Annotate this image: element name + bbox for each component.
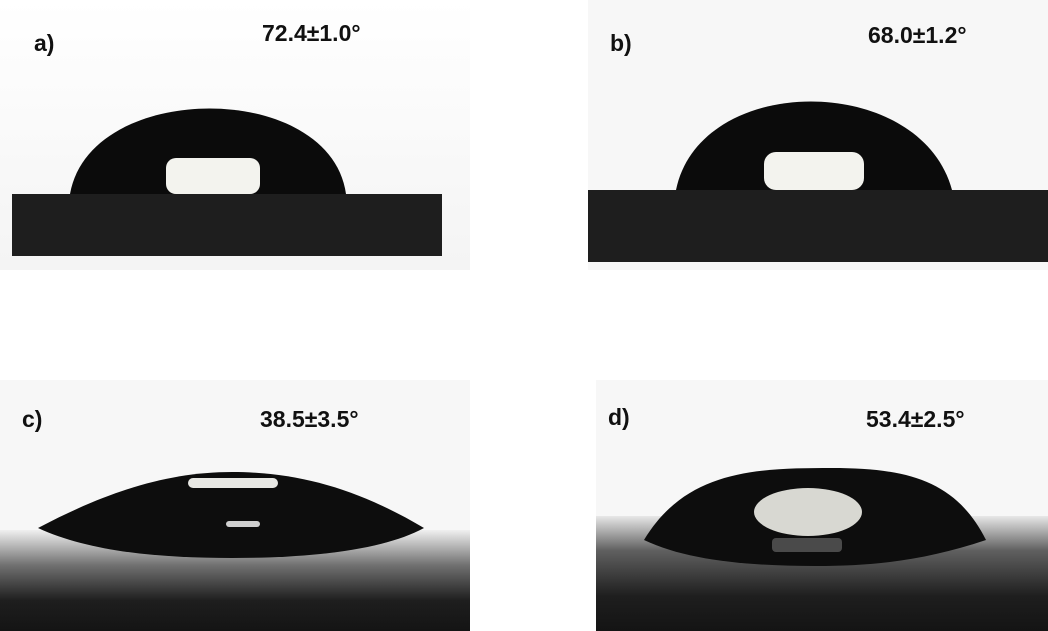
contact-angle-image-a: a) 72.4±1.0°: [0, 0, 470, 270]
contact-angle-image-c: c) 38.5±3.5°: [0, 380, 470, 631]
substrate-b: [588, 190, 1048, 262]
panel-label-a: a): [34, 30, 55, 56]
panel-label-d: d): [608, 404, 630, 430]
reflection-c: [188, 478, 278, 488]
contact-angle-image-d: d) 53.4±2.5°: [596, 380, 1048, 631]
reflection-c-2: [226, 521, 260, 527]
droplet-a: [70, 108, 346, 194]
droplet-photo-d: [596, 380, 1048, 631]
droplet-photo-c: [0, 380, 470, 631]
contact-angle-image-b: b) 68.0±1.2°: [588, 0, 1048, 270]
droplet-photo-b: [588, 0, 1048, 270]
panel-label-c: c): [22, 406, 43, 432]
contact-angle-value-b: 68.0±1.2°: [868, 22, 967, 48]
reflection-d: [754, 488, 862, 536]
droplet-photo-a: [0, 0, 470, 270]
contact-angle-value-d: 53.4±2.5°: [866, 406, 965, 432]
contact-angle-value-a: 72.4±1.0°: [262, 20, 361, 46]
contact-angle-value-c: 38.5±3.5°: [260, 406, 359, 432]
droplet-b: [676, 101, 952, 190]
droplet-c: [38, 472, 424, 558]
reflection-d-2: [772, 538, 842, 552]
reflection-a: [166, 158, 260, 194]
reflection-b: [764, 152, 864, 190]
substrate-a: [12, 194, 442, 256]
panel-label-b: b): [610, 30, 632, 56]
